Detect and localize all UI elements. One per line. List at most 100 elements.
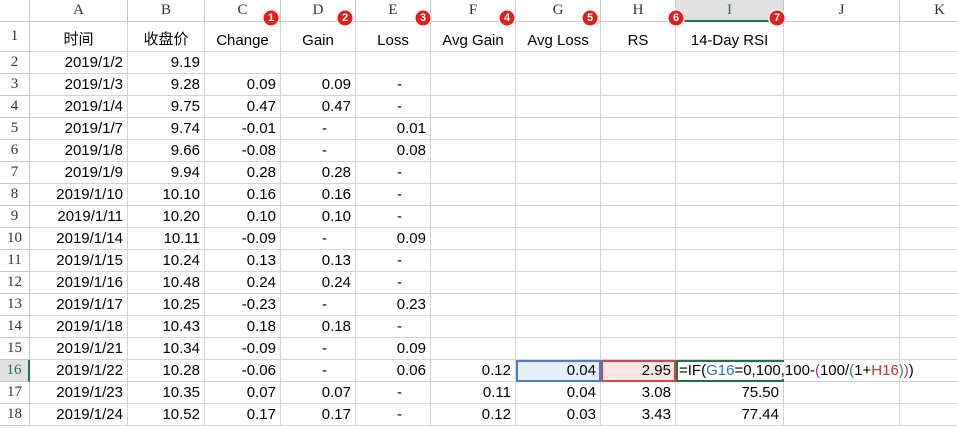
cell[interactable] [784,74,900,96]
cell[interactable] [431,118,516,140]
cell[interactable]: - [356,74,431,96]
cell[interactable]: - [356,96,431,118]
cell[interactable]: 2019/1/4 [30,96,128,118]
cell[interactable]: - [281,118,356,140]
cell[interactable]: 0.09 [356,228,431,250]
cell[interactable]: 10.10 [128,184,205,206]
cell[interactable] [205,52,281,74]
cell[interactable] [784,316,900,338]
cell[interactable] [431,294,516,316]
cell[interactable]: - [356,382,431,404]
column-header[interactable]: A [30,0,128,22]
cell[interactable] [676,184,784,206]
cell[interactable]: - [281,360,356,382]
row-header[interactable]: 14 [0,316,30,338]
header-cell[interactable]: Avg Gain [431,22,516,52]
cell[interactable]: 2019/1/11 [30,206,128,228]
cell[interactable]: 0.04 [516,382,601,404]
cell[interactable]: - [356,184,431,206]
cell[interactable] [601,52,676,74]
column-header[interactable]: E [356,0,431,22]
cell[interactable]: 10.48 [128,272,205,294]
cell[interactable] [676,228,784,250]
row-header[interactable]: 1 [0,22,30,52]
row-header[interactable]: 8 [0,184,30,206]
cell[interactable]: - [281,338,356,360]
column-header[interactable]: H [601,0,676,22]
cell[interactable] [900,338,957,360]
cell[interactable]: 0.28 [205,162,281,184]
cell[interactable] [601,250,676,272]
cell[interactable] [900,22,957,52]
cell[interactable]: 77.44 [676,404,784,426]
cell[interactable]: -0.01 [205,118,281,140]
cell[interactable]: 9.74 [128,118,205,140]
cell[interactable]: 10.25 [128,294,205,316]
cell[interactable]: 2019/1/22 [30,360,128,382]
cell[interactable]: - [281,140,356,162]
cell[interactable]: 10.43 [128,316,205,338]
cell[interactable] [601,118,676,140]
cell[interactable]: - [356,404,431,426]
cell[interactable]: 2019/1/8 [30,140,128,162]
row-header[interactable]: 11 [0,250,30,272]
cell[interactable]: 3.43 [601,404,676,426]
cell[interactable]: 0.23 [356,294,431,316]
cell[interactable] [900,184,957,206]
cell[interactable]: 0.12 [431,404,516,426]
cell[interactable]: 75.50 [676,382,784,404]
cell[interactable]: 0.09 [356,338,431,360]
cell[interactable]: 2019/1/7 [30,118,128,140]
cell[interactable] [676,316,784,338]
cell[interactable]: 9.75 [128,96,205,118]
row-header[interactable]: 13 [0,294,30,316]
cell[interactable]: 0.08 [356,140,431,162]
cell[interactable] [900,360,957,382]
cell[interactable]: - [356,272,431,294]
cell[interactable] [516,228,601,250]
cell[interactable] [676,74,784,96]
cell[interactable]: - [356,162,431,184]
cell[interactable]: 2.95 [601,360,676,382]
cell[interactable]: 0.13 [281,250,356,272]
cell[interactable] [431,250,516,272]
cell[interactable]: 2019/1/23 [30,382,128,404]
cell[interactable] [431,52,516,74]
cell[interactable]: 2019/1/3 [30,74,128,96]
cell[interactable] [516,250,601,272]
cell[interactable]: -0.08 [205,140,281,162]
cell[interactable]: 10.52 [128,404,205,426]
cell[interactable]: 0.16 [205,184,281,206]
cell[interactable] [676,162,784,184]
header-cell[interactable]: Loss [356,22,431,52]
header-cell[interactable]: RS [601,22,676,52]
cell[interactable] [900,140,957,162]
cell[interactable]: - [356,206,431,228]
cell[interactable] [601,74,676,96]
cell[interactable] [516,74,601,96]
cell[interactable] [516,206,601,228]
column-header[interactable]: C [205,0,281,22]
row-header[interactable]: 7 [0,162,30,184]
cell[interactable] [676,140,784,162]
cell[interactable]: 9.66 [128,140,205,162]
cell[interactable]: - [281,294,356,316]
header-cell[interactable]: 14-Day RSI [676,22,784,52]
cell[interactable]: - [281,228,356,250]
cell[interactable]: 2019/1/2 [30,52,128,74]
cell[interactable] [900,404,957,426]
cell[interactable]: 0.01 [356,118,431,140]
cell[interactable] [601,316,676,338]
column-header[interactable]: F [431,0,516,22]
cell[interactable] [601,140,676,162]
cell[interactable] [601,294,676,316]
cell[interactable]: 0.18 [281,316,356,338]
cell[interactable] [431,96,516,118]
header-cell[interactable]: 时间 [30,22,128,52]
cell[interactable]: 0.07 [205,382,281,404]
cell[interactable] [516,162,601,184]
row-header[interactable]: 17 [0,382,30,404]
cell[interactable] [784,338,900,360]
cell[interactable]: 0.04 [516,360,601,382]
cell[interactable] [356,52,431,74]
